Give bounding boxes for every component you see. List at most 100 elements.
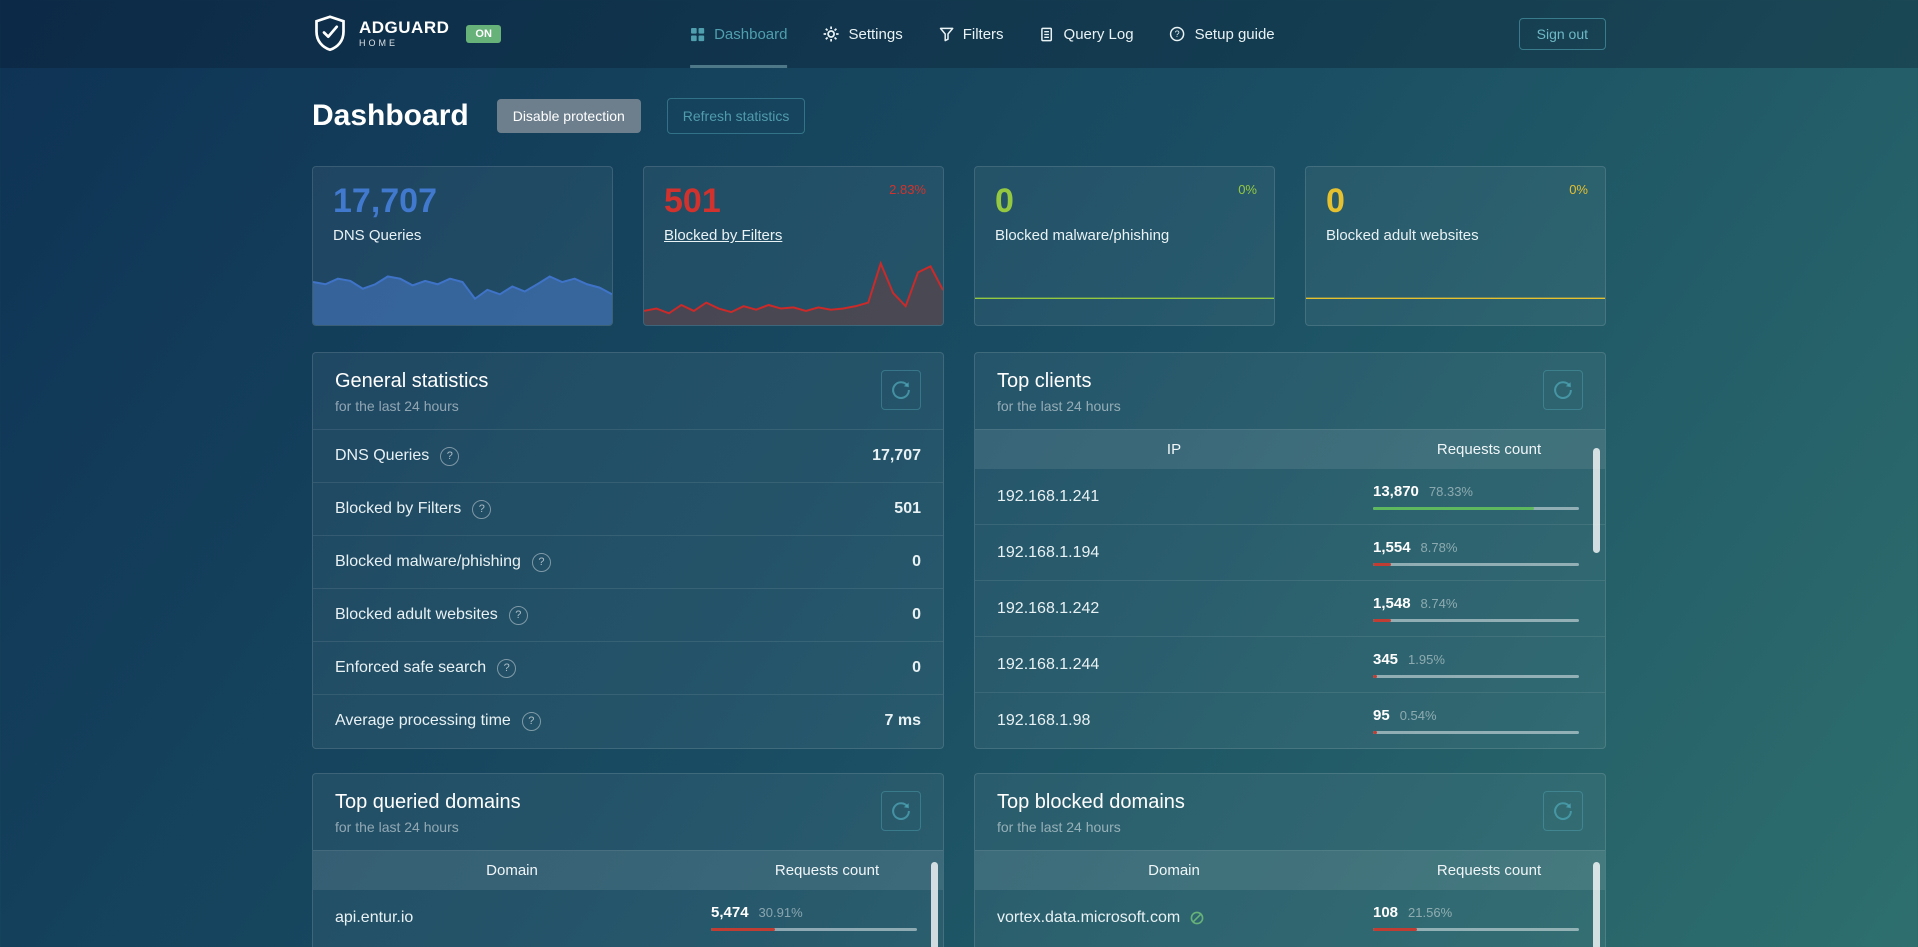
- vertical-scrollbar[interactable]: [1593, 448, 1600, 553]
- refresh-icon: [1554, 381, 1572, 399]
- column-header-requests[interactable]: Requests count: [774, 861, 880, 879]
- help-circle-icon[interactable]: ?: [497, 658, 517, 678]
- progress-bar: [711, 928, 917, 931]
- nav-label: Settings: [848, 25, 903, 43]
- table-row: 192.168.1.98 95 0.54%: [975, 692, 1605, 748]
- nav-item-settings[interactable]: Settings: [823, 0, 903, 68]
- stat-value: 17,707: [872, 447, 921, 464]
- general-statistics-card: General statistics for the last 24 hours…: [312, 352, 944, 749]
- client-ip[interactable]: 192.168.1.98: [997, 711, 1091, 729]
- blocked-filters-link[interactable]: Blocked by Filters: [664, 227, 783, 245]
- adguard-shield-logo-icon: [312, 14, 348, 54]
- request-percent: 21.56%: [1408, 905, 1453, 920]
- request-percent: 78.33%: [1428, 484, 1473, 499]
- blocked-malware-value: 0: [995, 182, 1014, 220]
- help-circle-icon[interactable]: ?: [521, 711, 541, 731]
- stat-cards-row: 17,707 DNS Queries 2.83% 501 Blocked by …: [312, 166, 1606, 326]
- brand-subtitle: HOME: [359, 38, 398, 49]
- nav-item-filters[interactable]: Filters: [939, 0, 1004, 68]
- progress-bar: [1373, 731, 1579, 734]
- filter-icon: [939, 27, 954, 42]
- card-title: Top clients: [997, 370, 1092, 392]
- refresh-icon: [892, 802, 910, 820]
- column-header-requests[interactable]: Requests count: [1436, 861, 1542, 879]
- refresh-icon-button[interactable]: [1543, 370, 1583, 410]
- table-header: Domain Requests count: [313, 850, 943, 889]
- help-circle-icon[interactable]: ?: [472, 499, 492, 519]
- blocked-malware-label: Blocked malware/phishing: [995, 227, 1170, 245]
- help-circle-icon[interactable]: ?: [508, 605, 528, 625]
- table-row: 192.168.1.242 1,548 8.74%: [975, 580, 1605, 636]
- request-count: 13,870: [1373, 483, 1419, 500]
- stats-row: Enforced safe search? 0: [313, 641, 943, 694]
- nav-item-dashboard[interactable]: Dashboard: [690, 0, 788, 68]
- help-circle-icon[interactable]: ?: [440, 446, 460, 466]
- table-header: Domain Requests count: [975, 850, 1605, 889]
- column-header-domain[interactable]: Domain: [1148, 861, 1200, 879]
- stats-row: Average processing time? 7 ms: [313, 694, 943, 747]
- query-log-icon: [1040, 27, 1055, 42]
- nav-item-query-log[interactable]: Query Log: [1040, 0, 1134, 68]
- card-subtitle: for the last 24 hours: [335, 819, 459, 835]
- blocked-adult-sparkline: [1306, 289, 1605, 299]
- card-subtitle: for the last 24 hours: [335, 398, 459, 414]
- brand-text: ADGUARD HOME: [359, 19, 449, 48]
- gear-icon: [823, 26, 839, 42]
- refresh-statistics-button[interactable]: Refresh statistics: [666, 98, 806, 134]
- help-circle-icon[interactable]: ?: [531, 552, 551, 572]
- nav-item-setup-guide[interactable]: ? Setup guide: [1170, 0, 1275, 68]
- blocked-filters-value: 501: [664, 182, 721, 220]
- blocked-adult-label: Blocked adult websites: [1326, 227, 1479, 245]
- top-clients-card: Top clients for the last 24 hours IP Req…: [974, 352, 1606, 749]
- client-ip[interactable]: 192.168.1.242: [997, 599, 1100, 617]
- main-content: Dashboard Disable protection Refresh sta…: [312, 68, 1606, 947]
- stats-row: Blocked by Filters? 501: [313, 482, 943, 535]
- request-count: 1,548: [1373, 595, 1411, 612]
- table-header: IP Requests count: [975, 429, 1605, 468]
- card-subtitle: for the last 24 hours: [997, 819, 1121, 835]
- unblock-icon[interactable]: [1189, 910, 1205, 926]
- request-percent: 8.78%: [1420, 540, 1458, 555]
- column-header-ip[interactable]: IP: [1166, 440, 1182, 458]
- request-percent: 30.91%: [758, 905, 803, 920]
- top-navbar: ADGUARD HOME ON Dashboard: [0, 0, 1918, 68]
- disable-protection-button[interactable]: Disable protection: [496, 99, 641, 133]
- client-ip[interactable]: 192.168.1.241: [997, 487, 1100, 505]
- progress-bar: [1373, 563, 1579, 566]
- request-percent: 1.95%: [1408, 652, 1445, 667]
- request-count: 108: [1373, 904, 1399, 921]
- request-count: 95: [1373, 707, 1390, 724]
- top-blocked-domains-card: Top blocked domains for the last 24 hour…: [974, 773, 1606, 947]
- refresh-icon-button[interactable]: [881, 370, 921, 410]
- dns-queries-sparkline: [313, 273, 612, 325]
- stat-value: 0: [912, 606, 921, 623]
- blocked-malware-sparkline: [975, 289, 1274, 299]
- client-ip[interactable]: 192.168.1.244: [997, 655, 1100, 673]
- refresh-icon-button[interactable]: [1543, 791, 1583, 831]
- stat-value: 501: [894, 500, 921, 517]
- card-title: Top queried domains: [335, 791, 521, 813]
- dns-queries-label: DNS Queries: [333, 227, 422, 245]
- brand-home-link[interactable]: ADGUARD HOME ON: [312, 14, 501, 54]
- request-percent: 0.54%: [1399, 708, 1437, 723]
- sign-out-button[interactable]: Sign out: [1518, 18, 1606, 50]
- vertical-scrollbar[interactable]: [931, 862, 938, 947]
- card-title: General statistics: [335, 370, 489, 392]
- column-header-requests[interactable]: Requests count: [1436, 440, 1542, 458]
- page-title: Dashboard: [312, 99, 469, 132]
- vertical-scrollbar[interactable]: [1593, 862, 1600, 947]
- page-header: Dashboard Disable protection Refresh sta…: [312, 98, 1606, 134]
- brand-title: ADGUARD: [359, 18, 450, 38]
- dashboard-icon: [690, 27, 705, 42]
- table-row: vortex.data.microsoft.com 108 21.56%: [975, 889, 1605, 945]
- column-header-domain[interactable]: Domain: [486, 861, 538, 879]
- request-percent: 8.74%: [1420, 596, 1458, 611]
- stat-value: 0: [912, 553, 921, 570]
- request-count: 345: [1373, 651, 1399, 668]
- client-ip[interactable]: 192.168.1.194: [997, 543, 1100, 561]
- blocked-domain[interactable]: vortex.data.microsoft.com: [997, 908, 1181, 926]
- stat-value: 7 ms: [884, 712, 921, 729]
- queried-domain[interactable]: api.entur.io: [335, 908, 414, 926]
- refresh-icon-button[interactable]: [881, 791, 921, 831]
